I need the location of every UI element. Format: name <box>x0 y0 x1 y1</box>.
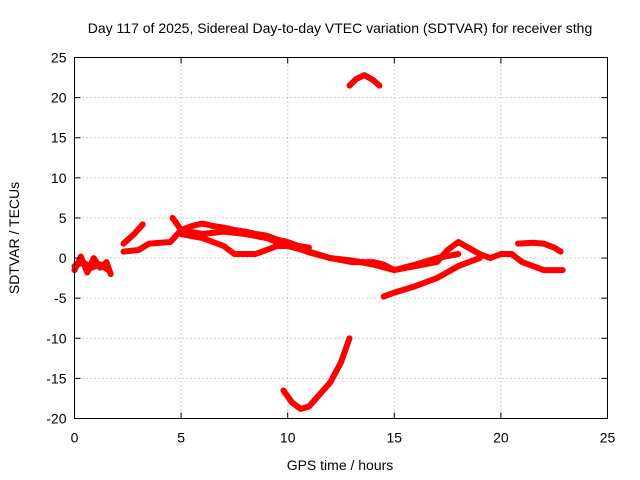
y-tick-label: 10 <box>51 170 67 186</box>
series-arc-10 <box>280 335 353 412</box>
y-axis-label: SDTVAR / TECUs <box>6 182 22 294</box>
x-axis-label: GPS time / hours <box>287 457 394 473</box>
y-tick-label: 25 <box>51 50 67 66</box>
y-tick-label: -10 <box>46 330 66 346</box>
plot-frame <box>74 57 608 419</box>
series-group <box>71 72 566 412</box>
x-tick-label: 15 <box>387 430 403 446</box>
y-tick-label: 0 <box>59 250 67 266</box>
x-tick-label: 0 <box>71 430 79 446</box>
y-tick-label: -15 <box>46 370 66 386</box>
y-tick-label: -5 <box>54 290 67 306</box>
series-arc-1 <box>71 253 114 278</box>
x-tick-label: 20 <box>493 430 509 446</box>
series-arc-8 <box>515 239 564 255</box>
y-tick-label: 5 <box>59 210 67 226</box>
y-tick-label: 15 <box>51 130 67 146</box>
series-arc-3 <box>120 221 146 247</box>
series-arc-7 <box>380 255 483 300</box>
axis-ticks: 0 5 10 15 20 25 -20 -15 -10 -5 0 5 10 15 20 25 <box>46 50 615 446</box>
series-arc-6 <box>178 231 566 274</box>
series-arc-2 <box>71 259 112 274</box>
x-tick-label: 25 <box>600 430 616 446</box>
y-tick-label: -20 <box>46 411 66 427</box>
chart-title: Day 117 of 2025, Sidereal Day-to-day VTE… <box>88 20 592 36</box>
series-arc-9 <box>346 72 383 89</box>
x-tick-label: 10 <box>280 430 296 446</box>
y-tick-label: 20 <box>51 90 67 106</box>
x-tick-label: 5 <box>177 430 185 446</box>
